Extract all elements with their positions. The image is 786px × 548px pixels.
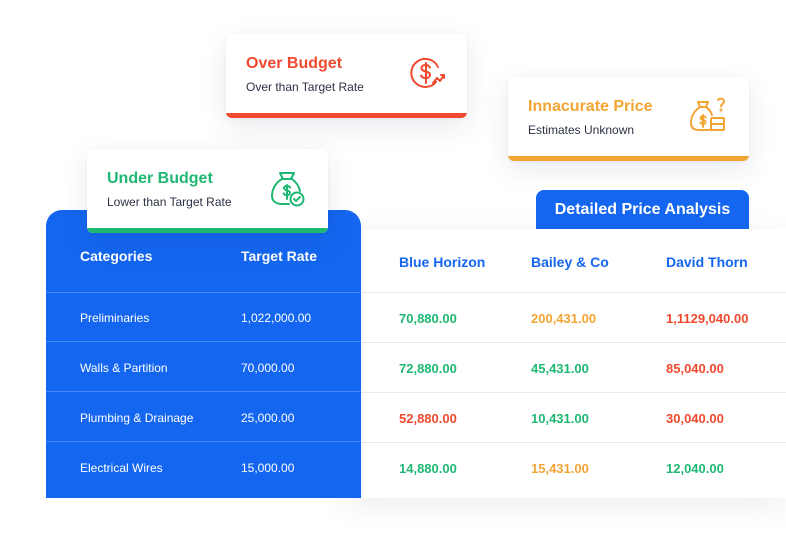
detailed-price-analysis-tab[interactable]: Detailed Price Analysis	[536, 190, 749, 229]
inaccurate-price-card: Innacurate Price Estimates Unknown	[508, 77, 749, 161]
price-cell: 45,431.00	[531, 361, 589, 376]
price-cell: 70,880.00	[399, 311, 457, 326]
row-divider	[46, 441, 361, 442]
category-cell: Walls & Partition	[80, 361, 168, 375]
money-bag-question-icon	[688, 96, 728, 136]
price-cell: 14,880.00	[399, 461, 457, 476]
column-header-target-rate: Target Rate	[241, 248, 317, 264]
under-budget-card: Under Budget Lower than Target Rate	[87, 149, 328, 233]
price-cell: 10,431.00	[531, 411, 589, 426]
over-budget-card: Over Budget Over than Target Rate	[226, 34, 467, 118]
category-target-table: Categories Target Rate Preliminaries 1,0…	[46, 210, 361, 498]
column-header-blue-horizon: Blue Horizon	[399, 254, 486, 270]
target-rate-cell: 15,000.00	[241, 461, 295, 475]
price-cell: 1,1129,040.00	[666, 311, 749, 326]
column-header-categories: Categories	[80, 248, 153, 264]
row-divider	[345, 392, 786, 393]
row-divider	[345, 342, 786, 343]
category-cell: Plumbing & Drainage	[80, 411, 194, 425]
category-cell: Preliminaries	[80, 311, 150, 325]
row-divider	[46, 341, 361, 342]
row-divider	[46, 292, 361, 293]
price-cell: 30,040.00	[666, 411, 724, 426]
inaccurate-price-title: Innacurate Price	[528, 98, 653, 115]
category-cell: Electrical Wires	[80, 461, 163, 475]
vendor-comparison-table: Blue Horizon Bailey & Co David Thorn 70,…	[345, 229, 786, 498]
price-cell: 52,880.00	[399, 411, 457, 426]
inaccurate-price-subtitle: Estimates Unknown	[528, 123, 635, 137]
price-cell: 200,431.00	[531, 311, 597, 326]
under-budget-subtitle: Lower than Target Rate	[107, 195, 232, 209]
column-header-david-thorn: David Thorn	[666, 254, 748, 270]
column-header-bailey-co: Bailey & Co	[531, 254, 609, 270]
over-budget-title: Over Budget	[246, 55, 343, 72]
over-budget-subtitle: Over than Target Rate	[246, 80, 364, 94]
under-budget-accent-bar	[87, 228, 328, 233]
row-divider	[345, 442, 786, 443]
target-rate-cell: 70,000.00	[241, 361, 295, 375]
price-cell: 12,040.00	[666, 461, 724, 476]
dollar-trend-up-icon	[406, 53, 446, 93]
over-budget-accent-bar	[226, 113, 467, 118]
price-cell: 85,040.00	[666, 361, 724, 376]
price-cell: 15,431.00	[531, 461, 589, 476]
under-budget-title: Under Budget	[107, 170, 213, 187]
inaccurate-price-accent-bar	[508, 156, 749, 161]
row-divider	[46, 391, 361, 392]
money-bag-check-icon	[267, 168, 307, 208]
row-divider	[345, 292, 786, 293]
target-rate-cell: 25,000.00	[241, 411, 295, 425]
price-cell: 72,880.00	[399, 361, 457, 376]
target-rate-cell: 1,022,000.00	[241, 311, 312, 325]
